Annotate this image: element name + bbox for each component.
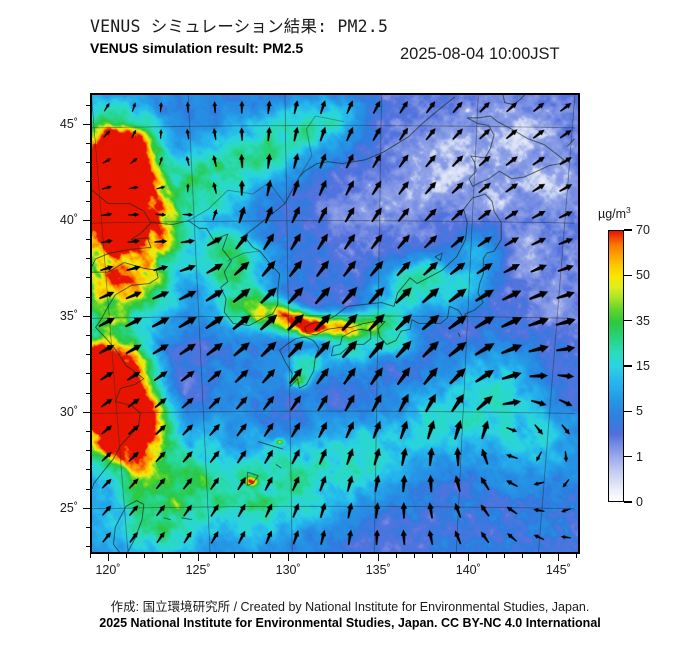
x-axis-tick bbox=[216, 554, 218, 558]
y-axis-label: 45˚ bbox=[59, 116, 78, 131]
x-axis-tick bbox=[252, 554, 254, 558]
page-title-japanese: VENUS シミュレーション結果: PM2.5 bbox=[90, 17, 389, 36]
y-axis-tick bbox=[86, 450, 90, 452]
x-axis-tick bbox=[234, 554, 236, 558]
pm25-concentration-map bbox=[92, 95, 578, 552]
x-axis-tick bbox=[450, 554, 452, 558]
x-axis-label: 120˚ bbox=[95, 563, 121, 577]
colorbar-tick bbox=[624, 410, 632, 413]
x-axis-tick bbox=[378, 554, 380, 561]
x-axis-tick bbox=[558, 554, 560, 561]
y-axis-tick bbox=[86, 373, 90, 375]
y-axis-tick bbox=[86, 181, 90, 183]
y-axis-tick bbox=[86, 431, 90, 433]
y-axis-tick bbox=[86, 527, 90, 529]
x-axis-tick bbox=[486, 554, 488, 558]
colorbar-gradient bbox=[608, 230, 624, 502]
colorbar-unit-exponent: 3 bbox=[626, 205, 631, 215]
x-axis-tick bbox=[540, 554, 542, 558]
x-axis-tick bbox=[324, 554, 326, 558]
x-axis-tick bbox=[126, 554, 128, 558]
x-axis-label: 135˚ bbox=[365, 563, 391, 577]
colorbar-tick-label: 1 bbox=[636, 449, 643, 464]
x-axis-tick bbox=[360, 554, 362, 558]
colorbar-tick bbox=[624, 455, 632, 458]
colorbar-tick-label: 70 bbox=[636, 223, 650, 237]
map-plot-area bbox=[90, 93, 580, 554]
colorbar-unit-text: µg/m bbox=[598, 207, 627, 222]
y-axis-tick bbox=[83, 411, 90, 413]
y-axis-tick bbox=[86, 488, 90, 490]
y-axis-label: 30˚ bbox=[59, 404, 78, 419]
x-axis-tick bbox=[198, 554, 200, 561]
x-axis-tick bbox=[144, 554, 146, 558]
x-axis-tick bbox=[270, 554, 272, 558]
y-axis-tick bbox=[83, 315, 90, 317]
colorbar-tick bbox=[624, 274, 632, 277]
x-axis-tick bbox=[342, 554, 344, 558]
y-axis-tick bbox=[86, 277, 90, 279]
y-axis-tick bbox=[83, 123, 90, 125]
y-axis-tick bbox=[86, 238, 90, 240]
x-axis-tick bbox=[288, 554, 290, 561]
y-axis-tick bbox=[86, 296, 90, 298]
y-axis-tick bbox=[86, 335, 90, 337]
y-axis-label: 40˚ bbox=[59, 212, 78, 227]
colorbar-tick bbox=[624, 229, 632, 231]
timestamp-label: 2025-08-04 10:00JST bbox=[400, 45, 560, 63]
x-axis-tick bbox=[576, 554, 578, 558]
colorbar-unit-label: µg/m3 bbox=[598, 205, 631, 221]
x-axis-tick bbox=[504, 554, 506, 558]
y-axis-label: 25˚ bbox=[59, 500, 78, 515]
y-axis-tick bbox=[86, 469, 90, 471]
y-axis-tick bbox=[86, 162, 90, 164]
x-axis-tick bbox=[396, 554, 398, 558]
x-axis-tick bbox=[468, 554, 470, 561]
colorbar-tick bbox=[624, 365, 632, 367]
y-axis-tick bbox=[83, 219, 90, 221]
y-axis-tick bbox=[86, 392, 90, 394]
x-axis-label: 145˚ bbox=[545, 563, 571, 577]
y-axis-tick bbox=[86, 200, 90, 202]
x-axis-label: 130˚ bbox=[275, 563, 301, 577]
credit-line: 作成: 国立環境研究所 / Created by National Instit… bbox=[110, 600, 590, 614]
x-axis-tick bbox=[522, 554, 524, 558]
x-axis-tick bbox=[90, 554, 91, 558]
x-axis-tick bbox=[108, 554, 109, 561]
x-axis-tick bbox=[162, 554, 164, 558]
y-axis-label: 35˚ bbox=[59, 308, 78, 323]
y-axis-tick bbox=[83, 507, 90, 509]
y-axis-tick bbox=[86, 354, 90, 356]
x-axis-tick bbox=[180, 554, 182, 558]
colorbar-tick-label: 35 bbox=[636, 313, 650, 328]
colorbar-tick-label: 50 bbox=[636, 268, 650, 283]
x-axis-tick bbox=[414, 554, 416, 558]
colorbar-tick-label: 15 bbox=[636, 359, 650, 373]
x-axis-tick bbox=[306, 554, 308, 558]
colorbar-tick-label: 5 bbox=[636, 404, 643, 419]
license-line: 2025 National Institute for Environmenta… bbox=[99, 616, 601, 630]
y-axis-tick bbox=[86, 104, 90, 106]
x-axis-label: 125˚ bbox=[185, 563, 211, 577]
colorbar-tick-label: 0 bbox=[636, 495, 643, 509]
page-title-english: VENUS simulation result: PM2.5 bbox=[90, 40, 304, 56]
colorbar-tick bbox=[624, 319, 632, 322]
x-axis-label: 140˚ bbox=[455, 563, 481, 577]
y-axis-tick bbox=[86, 142, 90, 144]
y-axis-tick bbox=[86, 546, 90, 548]
y-axis-tick bbox=[86, 258, 90, 260]
colorbar-tick bbox=[624, 501, 632, 503]
x-axis-tick bbox=[432, 554, 434, 558]
